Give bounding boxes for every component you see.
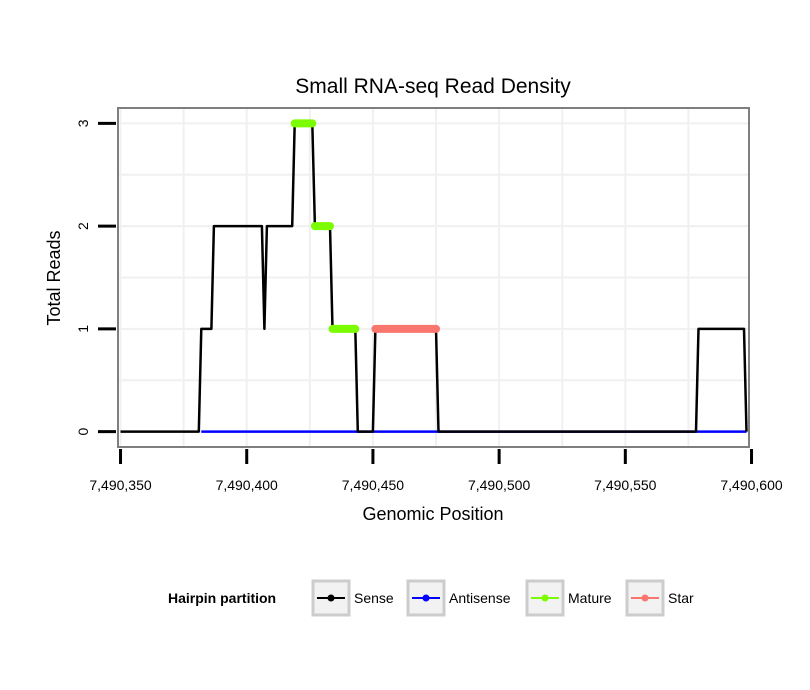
y-tick-label: 2 (75, 222, 91, 230)
legend-label-antisense: Antisense (449, 590, 511, 606)
legend-title: Hairpin partition (168, 590, 276, 606)
series-layer (120, 119, 748, 433)
legend-label-star: Star (668, 590, 694, 606)
y-axis-label: Total Reads (44, 230, 64, 325)
legend-item-sense: Sense (311, 579, 394, 617)
legend-item-antisense: Antisense (406, 579, 511, 617)
x-axis: 7,490,350 7,490,400 7,490,450 7,490,500 7,49… (89, 449, 783, 493)
x-axis-label: Genomic Position (362, 504, 503, 524)
y-tick-label: 0 (75, 427, 91, 435)
legend-dot-antisense (422, 594, 430, 602)
legend-item-mature: Mature (525, 579, 612, 617)
y-tick-label: 1 (75, 325, 91, 333)
legend-label-mature: Mature (568, 590, 612, 606)
legend-dot-sense (327, 594, 335, 602)
x-tick-label: 7,490,550 (594, 477, 656, 493)
plot-panel-border (117, 107, 750, 448)
x-tick-label: 7,490,450 (342, 477, 404, 493)
legend-dot-star (641, 594, 649, 602)
y-axis: 0 1 2 3 (75, 119, 116, 435)
x-tick-label: 7,490,350 (89, 477, 151, 493)
x-tick-label: 7,490,400 (216, 477, 278, 493)
legend-label-sense: Sense (354, 590, 394, 606)
x-tick-label: 7,490,600 (720, 477, 782, 493)
x-tick-label: 7,490,500 (468, 477, 530, 493)
y-tick-label: 3 (75, 119, 91, 127)
legend: Hairpin partition Sense Antisense Mature St… (168, 579, 694, 617)
legend-dot-mature (541, 594, 549, 602)
chart-title: Small RNA-seq Read Density (295, 75, 571, 98)
legend-item-star: Star (625, 579, 694, 617)
